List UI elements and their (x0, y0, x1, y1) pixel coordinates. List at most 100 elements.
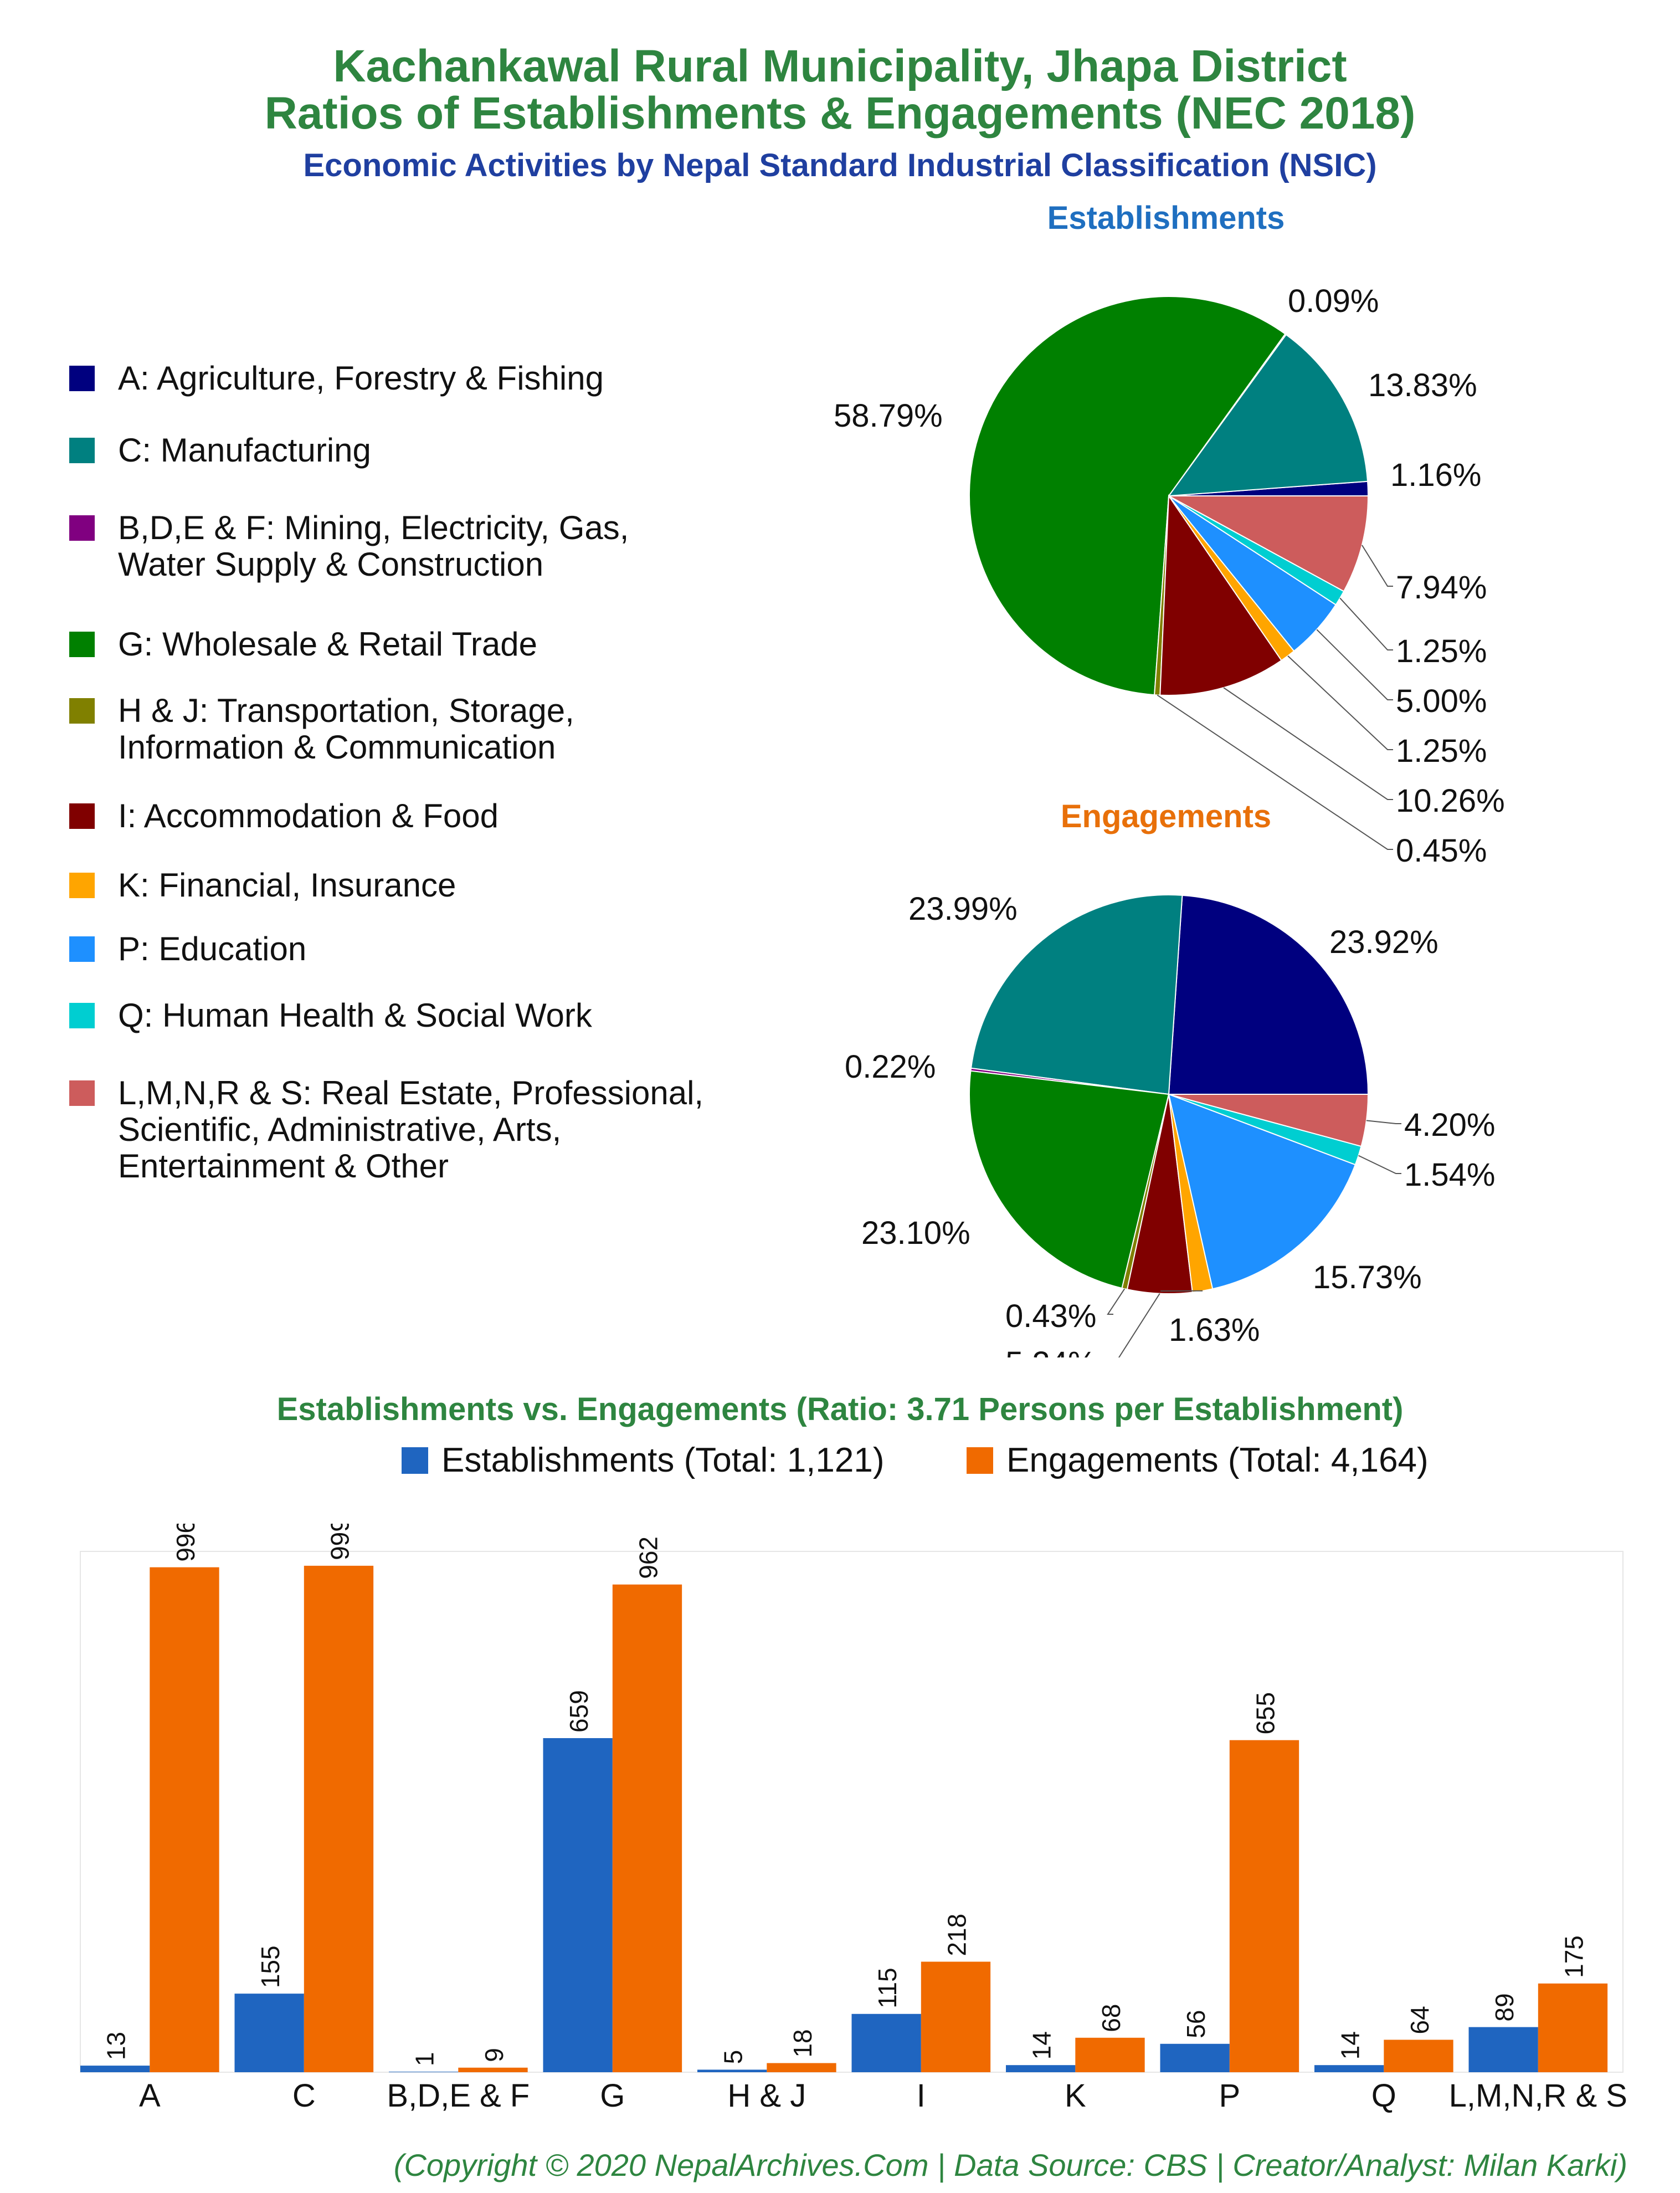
bar-value-label: 14 (1027, 2031, 1056, 2059)
pie-leader-line (1223, 687, 1393, 800)
legend-swatch (69, 1003, 95, 1028)
legend-swatch (69, 438, 95, 463)
pie-slice (969, 1070, 1170, 1289)
engagements-bar (458, 2067, 528, 2072)
engagements-bar (1384, 2040, 1453, 2072)
legend-label: H & J: Transportation, Storage, Informat… (118, 692, 574, 766)
establishments-bar (234, 1994, 304, 2072)
legend-label: C: Manufacturing (118, 432, 371, 469)
legend-swatch (69, 803, 95, 829)
pie-slice-label: 1.63% (1169, 1312, 1260, 1348)
bar-value-label: 996 (171, 1524, 200, 1562)
bar-value-label: 5 (719, 2050, 748, 2064)
legend-swatch (69, 936, 95, 962)
pie-slice (1168, 894, 1369, 1095)
pie-leader-line (1362, 545, 1393, 587)
bar-legend-establishments: Establishments (Total: 1,121) (402, 1441, 885, 1480)
legend-label: G: Wholesale & Retail Trade (118, 626, 538, 663)
pie-leader-line (1366, 1120, 1401, 1124)
bar-value-label: 155 (256, 1945, 285, 1988)
x-tick-label: B,D,E & F (387, 2078, 530, 2114)
bar-value-label: 115 (873, 1967, 902, 2008)
establishments-bar (851, 2013, 921, 2072)
establishments-bar (1314, 2065, 1384, 2072)
pie-slice-label: 58.79% (834, 398, 943, 434)
legend-swatch (69, 632, 95, 657)
pie-slice-label: 23.99% (908, 891, 1018, 927)
establishments-bar (697, 2069, 767, 2072)
x-tick-label: L,M,N,R & S (1449, 2078, 1627, 2114)
bar-value-label: 14 (1336, 2031, 1365, 2059)
pie-slice-label: 1.25% (1396, 733, 1487, 769)
pie-leader-line (1316, 629, 1393, 700)
legend-label-establishments: Establishments (Total: 1,121) (441, 1441, 885, 1479)
pie-slice-label: 23.92% (1329, 924, 1438, 960)
chart-subtitle: Economic Activities by Nepal Standard In… (303, 147, 1377, 183)
legend-swatch (69, 698, 95, 724)
bar-value-label: 68 (1097, 2004, 1126, 2032)
legend-label-engagements: Engagements (Total: 4,164) (1006, 1441, 1429, 1479)
pie-slice-label: 7.94% (1396, 570, 1487, 606)
bar-legend-engagements: Engagements (Total: 4,164) (967, 1441, 1429, 1480)
engagements-bar (1229, 1740, 1299, 2072)
x-tick-label: K (1065, 2078, 1086, 2114)
x-tick-label: G (600, 2078, 625, 2114)
bar-value-label: 64 (1405, 2006, 1434, 2034)
engagements-bar (921, 1961, 991, 2072)
legend-swatch (69, 1080, 95, 1106)
pie-slice (1168, 1094, 1369, 1147)
pie-slice (1167, 334, 1369, 497)
pie-slice-label: 5.24% (1005, 1345, 1096, 1374)
bar-value-label: 962 (634, 1536, 662, 1579)
x-tick-label: A (139, 2078, 161, 2114)
x-tick-label: I (917, 2078, 926, 2114)
pie-leader-line (1358, 1155, 1401, 1174)
bar-chart: 13 996 A 155 999 C 1 9 B,D,E & F 659 962 G 5 18 H & J 1… (80, 1524, 1627, 2114)
x-tick-label: P (1219, 2078, 1240, 2114)
pie-leader-line (1287, 655, 1393, 750)
bar-value-label: 1 (410, 2052, 439, 2066)
pie-slice-label: 5.00% (1396, 683, 1487, 719)
bar-value-label: 218 (942, 1914, 971, 1956)
establishments-bar (543, 1738, 613, 2072)
pie-slice (969, 296, 1286, 696)
bar-value-label: 175 (1559, 1935, 1588, 1978)
pie-slice-label: 0.43% (1005, 1298, 1096, 1334)
x-tick-label: Q (1371, 2078, 1396, 2114)
engagements-bar (304, 1565, 374, 2072)
x-tick-label: H & J (727, 2078, 806, 2114)
bar-value-label: 999 (325, 1524, 354, 1560)
legend-swatch (69, 515, 95, 541)
pie-slice-label: 1.25% (1396, 633, 1487, 669)
pie-slice (1159, 494, 1282, 696)
bar-value-label: 89 (1490, 1993, 1519, 2021)
pie-slice (970, 894, 1183, 1095)
legend-swatch-establishments (402, 1447, 428, 1474)
copyright-footer: (Copyright © 2020 NepalArchives.Com | Da… (393, 2148, 1627, 2182)
engagements-bar (1538, 1983, 1608, 2072)
pie-charts: 1.16% 13.83% 0.09% 58.79% 0.45% 10.26% 1.25% 5.… (834, 283, 1505, 1374)
bar-value-label: 9 (480, 2048, 508, 2062)
pie-leader-line (1339, 597, 1393, 650)
engagements-bar (1075, 2037, 1145, 2072)
pie-slice-label: 4.20% (1404, 1107, 1495, 1143)
pie-slice-label: 15.73% (1313, 1259, 1422, 1295)
pie-slice-label: 0.09% (1288, 283, 1379, 319)
chart-title-line1: Kachankawal Rural Municipality, Jhapa Di… (333, 41, 1347, 91)
legend-swatch (69, 366, 95, 391)
bar-value-label: 56 (1181, 2010, 1210, 2038)
bar-value-label: 659 (564, 1690, 593, 1733)
bar-value-label: 655 (1251, 1692, 1280, 1735)
engagements-bar (767, 2063, 836, 2072)
pie-slice-label: 13.83% (1368, 367, 1477, 403)
pie-slice-label: 1.16% (1390, 457, 1481, 493)
pie-slice-label: 10.26% (1396, 783, 1505, 819)
engagements-bar (612, 1584, 682, 2072)
pie-slice-label: 0.45% (1396, 833, 1487, 869)
establishments-bar (80, 2066, 150, 2072)
legend-label: A: Agriculture, Forestry & Fishing (118, 360, 604, 397)
pie-slice-label: 0.22% (845, 1049, 936, 1085)
pie-slice (1168, 1093, 1357, 1290)
legend-label: Q: Human Health & Social Work (118, 997, 592, 1034)
chart-title-line2: Ratios of Establishments & Engagements (… (264, 88, 1416, 139)
